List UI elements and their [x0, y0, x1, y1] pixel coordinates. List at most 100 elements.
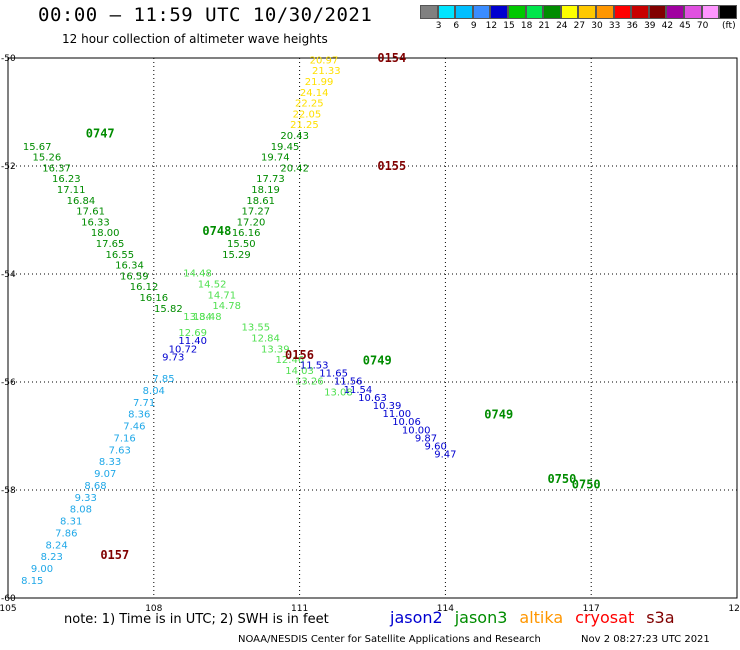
pass-number-label: 0747	[86, 127, 115, 141]
lat-tick-label: -60	[1, 594, 16, 604]
legend-swatch	[631, 5, 649, 19]
wave-height-value: 16.12	[130, 282, 159, 293]
legend-label: 45	[679, 21, 691, 31]
wave-height-value: 14.03	[285, 366, 314, 377]
pass-number-label: 0156	[285, 348, 314, 362]
wave-height-value: 20.42	[280, 163, 309, 174]
wave-height-value: 24.14	[300, 88, 329, 99]
wave-height-value: 14.78	[212, 301, 241, 312]
legend-label: 42	[661, 21, 674, 31]
wave-height-value: 15.29	[222, 250, 251, 261]
wave-height-value: 18.00	[91, 228, 120, 239]
wave-height-value: 8.31	[60, 517, 82, 528]
satellite-name: jason3	[454, 608, 508, 627]
wave-height-value: 8.24	[45, 540, 67, 551]
legend-label: 33	[608, 21, 621, 31]
wave-height-value: 21.99	[305, 77, 334, 88]
wave-height-value: 11.54	[344, 385, 373, 396]
pass-number-label: 0155	[377, 159, 406, 173]
wave-height-value: 11.65	[319, 369, 348, 380]
satellite-name: jason2	[390, 608, 443, 627]
wave-height-value: 8.04	[143, 386, 165, 397]
wave-height-value: 16.33	[81, 217, 110, 228]
wave-height-value: 20.43	[280, 131, 309, 142]
legend-label: 24	[556, 21, 568, 31]
lat-tick-label: -56	[1, 378, 16, 388]
wave-height-value: 11.00	[382, 409, 411, 420]
lat-tick-label: -50	[1, 54, 16, 64]
wave-height-value: 11.53	[300, 361, 329, 372]
credit-timestamp: Nov 2 08:27:23 UTC 2021	[581, 634, 710, 645]
legend-swatch	[648, 5, 667, 19]
lon-tick-label: 117	[583, 604, 600, 614]
wave-height-value: 18.61	[246, 196, 275, 207]
wave-height-value: 22.05	[293, 109, 322, 120]
lon-tick-label: 108	[145, 604, 162, 614]
wave-height-value: 12.84	[251, 334, 280, 345]
wave-height-value: 13.84	[183, 312, 212, 323]
wave-height-value: 19.45	[271, 142, 300, 153]
wave-height-value: 16.16	[232, 228, 261, 239]
wave-height-value: 9.60	[425, 442, 447, 453]
wave-height-value: 17.27	[242, 207, 271, 218]
wave-height-value: 7.63	[109, 445, 131, 456]
pass-number-label: 0154	[377, 51, 406, 65]
wave-height-value: 7.71	[133, 398, 155, 409]
wave-height-value: 11.56	[334, 377, 363, 388]
pass-number-label: 0750	[547, 472, 576, 486]
legend-swatch	[666, 5, 684, 19]
wave-height-value: 8.33	[99, 457, 121, 468]
wave-height-value: 19.74	[261, 153, 290, 164]
wave-height-value: 17.61	[76, 207, 105, 218]
wave-height-value: 7.86	[55, 528, 77, 539]
satellite-legend: jason2 jason3 altika cryosat s3a	[390, 608, 687, 627]
legend-swatch	[595, 5, 614, 19]
wave-height-value: 16.55	[105, 250, 134, 261]
lon-tick-label: 114	[437, 604, 454, 614]
wave-height-value: 10.72	[169, 344, 198, 355]
wave-height-value: 7.46	[123, 422, 145, 433]
legend-swatch	[683, 5, 702, 19]
legend-swatch	[472, 5, 491, 19]
pass-number-label: 0748	[202, 224, 231, 238]
legend-label: 15	[503, 21, 515, 31]
wave-height-value: 9.73	[162, 352, 184, 363]
lon-tick-label: 111	[291, 604, 308, 614]
legend-swatch	[437, 5, 456, 19]
legend-label: 70	[696, 21, 709, 31]
map-frame	[7, 57, 738, 599]
wave-height-value: 10.63	[358, 393, 387, 404]
satellite-name: cryosat	[575, 608, 635, 627]
wave-height-value: 17.65	[96, 239, 125, 250]
legend-unit: (ft)	[722, 21, 736, 31]
lon-tick-label: 105	[0, 604, 17, 614]
wave-height-value: 8.36	[128, 410, 150, 421]
legend-swatch	[420, 5, 438, 19]
wave-height-value: 8.08	[70, 505, 92, 516]
satellite-name: s3a	[646, 608, 675, 627]
wave-height-value: 21.33	[312, 66, 341, 77]
wave-height-value: 9.00	[31, 564, 53, 575]
legend-label: 21	[538, 21, 550, 31]
legend-swatch	[560, 5, 579, 19]
legend-label: 39	[644, 21, 656, 31]
wave-height-value: 8.15	[21, 576, 43, 587]
legend-label: 3	[435, 21, 442, 31]
legend-swatch	[507, 5, 526, 19]
pass-number-label: 0157	[100, 548, 129, 562]
wave-height-value: 13.48	[193, 312, 222, 323]
wave-height-value: 9.07	[94, 469, 116, 480]
wave-height-value: 20.97	[310, 55, 339, 66]
wave-height-value: 17.11	[57, 185, 86, 196]
wave-height-value: 14.48	[183, 269, 212, 280]
wave-height-value: 9.47	[434, 450, 456, 461]
wave-height-value: 12.69	[178, 328, 207, 339]
legend-swatch	[525, 5, 544, 19]
lat-tick-label: -54	[1, 270, 16, 280]
legend-swatch	[613, 5, 632, 19]
pass-number-label: 0750	[572, 478, 601, 492]
wave-height-value: 10.39	[373, 401, 402, 412]
wave-height-value: 7.16	[114, 433, 136, 444]
wave-height-value: 14.52	[198, 280, 227, 291]
